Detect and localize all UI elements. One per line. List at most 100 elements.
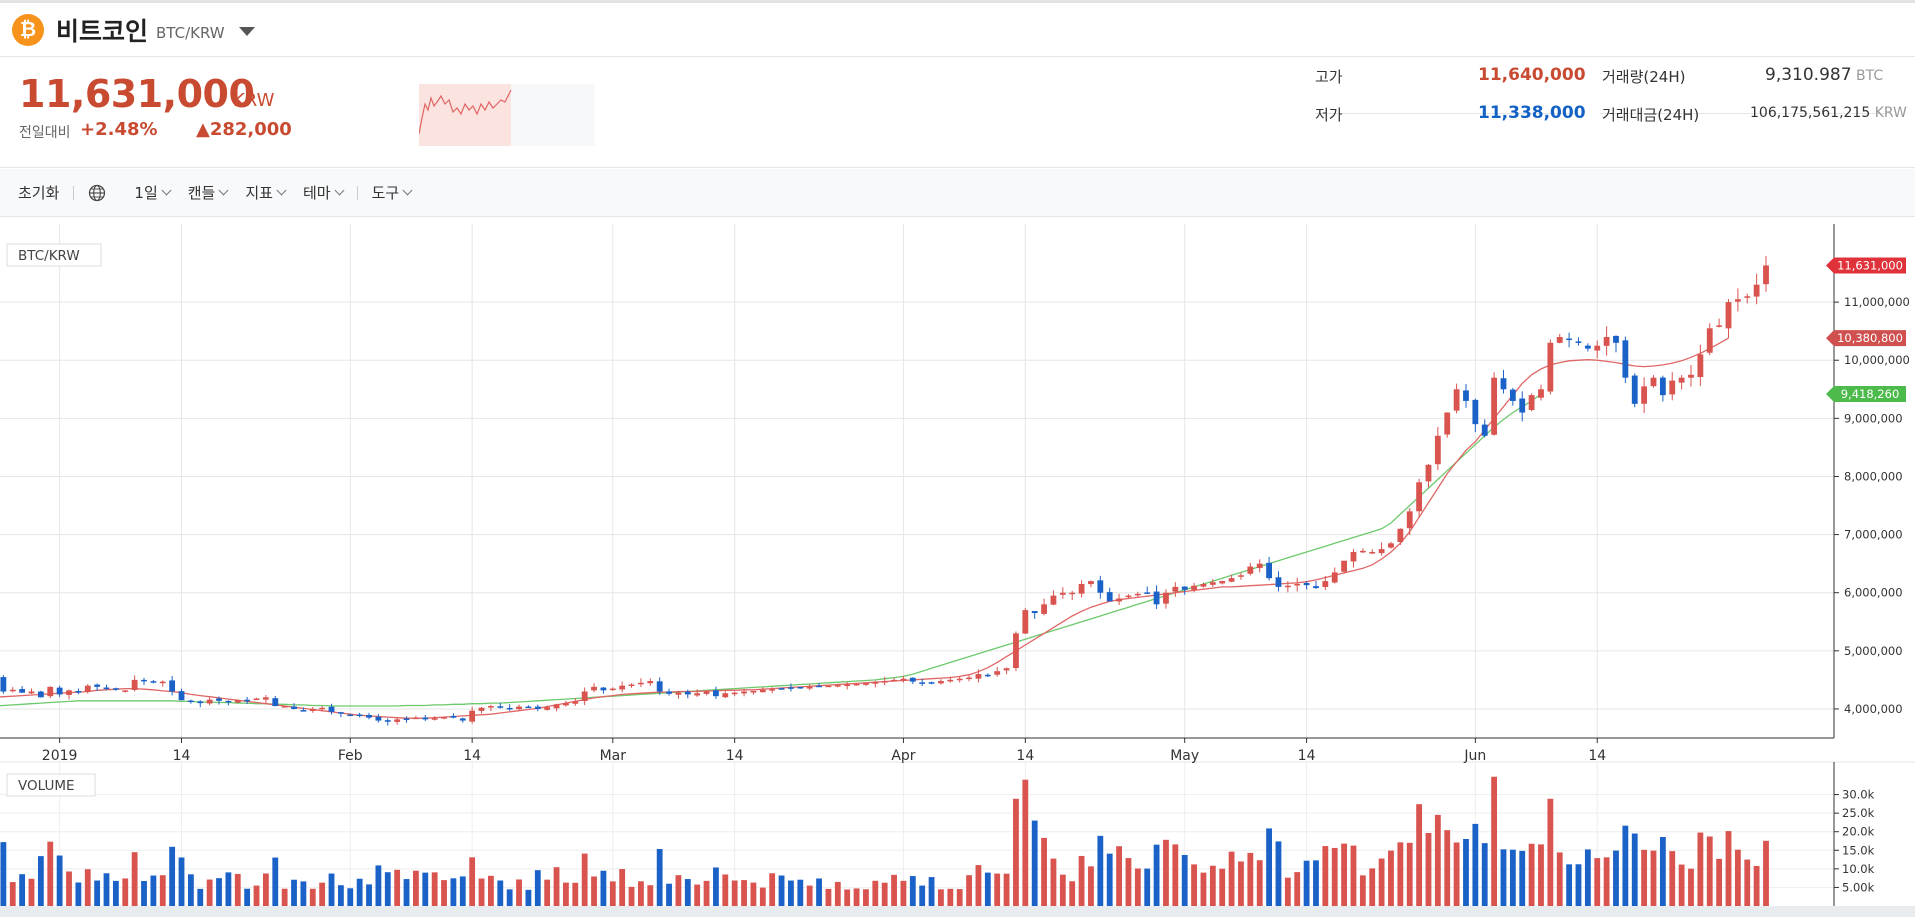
- volume-bar: [1444, 830, 1451, 906]
- candle-body: [600, 687, 607, 691]
- candle-body: [1397, 528, 1404, 543]
- volume-bar: [1669, 851, 1676, 906]
- volume-bar: [244, 888, 251, 906]
- candle-body: [1238, 575, 1244, 577]
- volume-bar: [1706, 836, 1713, 906]
- reset-button[interactable]: 초기화: [18, 184, 60, 202]
- candle-body: [563, 703, 569, 706]
- candlestick-chart[interactable]: 4,000,000 5,000,000 6,000,000 7,000,000 8,00…: [0, 218, 1915, 906]
- candle-body: [450, 715, 457, 718]
- volume-bar: [356, 878, 363, 906]
- chevron-down-icon: [402, 185, 413, 196]
- volume-bar: [234, 873, 241, 906]
- volume-bar: [1566, 864, 1573, 906]
- candle-body: [1434, 435, 1441, 465]
- volume-bar: [1528, 843, 1535, 906]
- volume-bar: [469, 857, 476, 906]
- interval-dropdown[interactable]: 1일: [134, 182, 172, 203]
- chart-area[interactable]: 4,000,000 5,000,000 6,000,000 7,000,000 8,00…: [0, 218, 1915, 917]
- candle-body: [731, 692, 738, 695]
- candle-body: [431, 718, 438, 720]
- volume-bar: [703, 880, 710, 906]
- volume-bar: [1491, 776, 1498, 906]
- indicator-dropdown[interactable]: 지표: [245, 182, 287, 203]
- volume-bar: [375, 865, 382, 906]
- volume-bar: [450, 878, 457, 906]
- candle-body: [337, 712, 344, 714]
- tools-dropdown[interactable]: 도구: [372, 182, 413, 203]
- volume-bar: [1163, 839, 1169, 906]
- change-amount: ▲282,000: [196, 119, 292, 140]
- candle-body: [1266, 562, 1272, 579]
- candle-body: [825, 685, 832, 688]
- volume-bar: [75, 882, 82, 906]
- volume-bar: [300, 881, 307, 906]
- candle-body: [891, 679, 897, 682]
- candle-body: [300, 710, 307, 712]
- volume-bar: [1575, 864, 1582, 906]
- candle-body: [544, 707, 551, 710]
- volume-bar: [1219, 868, 1226, 906]
- volume-bar: [291, 879, 297, 906]
- volume-bar: [1134, 868, 1141, 906]
- volume-bar: [722, 874, 729, 906]
- volume-bar: [1509, 849, 1516, 906]
- volume-bar: [1088, 866, 1094, 906]
- coin-name: 비트코인: [56, 16, 149, 46]
- candle-body: [94, 684, 101, 687]
- volume-bar: [1603, 857, 1610, 906]
- candle-body: [356, 714, 363, 717]
- price-tick-label: 5,000,000: [1844, 644, 1903, 658]
- volume-bar: [28, 878, 35, 906]
- candle-body: [628, 684, 635, 687]
- candle-body: [759, 689, 766, 693]
- candle-body: [131, 679, 138, 690]
- candle-body: [900, 678, 907, 681]
- bottom-scroll-strip[interactable]: [0, 906, 1915, 917]
- volume-bar: [797, 879, 804, 906]
- theme-dropdown[interactable]: 테마: [303, 182, 345, 203]
- globe-icon[interactable]: [88, 184, 106, 202]
- volume-bar: [1116, 846, 1122, 906]
- chart-type-dropdown[interactable]: 캔들: [188, 182, 229, 203]
- chevron-down-icon: [276, 185, 287, 196]
- volume-tick-label: 10.0k: [1842, 862, 1875, 876]
- candle-body: [1294, 583, 1301, 586]
- volume-bar: [1659, 837, 1666, 906]
- candle-body: [1650, 377, 1657, 387]
- candle-body: [816, 685, 822, 688]
- volume-bar: [938, 889, 944, 906]
- candle-body: [1753, 284, 1760, 297]
- volume-bar: [1406, 842, 1413, 906]
- volume-bar: [1538, 844, 1544, 906]
- candle-body: [1013, 633, 1019, 669]
- candle-body: [0, 677, 7, 692]
- volume-bar: [741, 880, 747, 906]
- price-tick-label: 8,000,000: [1844, 469, 1903, 483]
- candle-body: [1416, 482, 1423, 512]
- candle-body: [834, 685, 841, 687]
- price-tick-label: 10,000,000: [1844, 353, 1910, 367]
- candle-body: [178, 691, 185, 701]
- volume-bar: [975, 865, 982, 906]
- volume-bar: [516, 879, 522, 906]
- volume-bar: [1594, 858, 1601, 906]
- candle-body: [975, 674, 982, 679]
- volume-bar: [553, 867, 560, 906]
- volume-24h-value: 9,310.987 BTC: [1765, 65, 1884, 85]
- candle-body: [1538, 389, 1544, 398]
- volume-bar: [1191, 864, 1197, 906]
- price-tick-label: 7,000,000: [1844, 528, 1903, 542]
- coin-select-dropdown-icon[interactable]: [238, 27, 255, 36]
- volume-bar: [1303, 860, 1310, 906]
- candle-body: [1116, 598, 1122, 602]
- candle-body: [1622, 340, 1629, 378]
- volume-bar: [441, 880, 447, 906]
- volume-tick-label: 20.0k: [1842, 825, 1875, 839]
- candle-body: [1369, 552, 1376, 554]
- volume-bar: [638, 881, 644, 906]
- volume-bar: [169, 846, 176, 906]
- volume-bar: [187, 874, 194, 906]
- volume-bar: [262, 873, 269, 906]
- candle-body: [1444, 412, 1451, 435]
